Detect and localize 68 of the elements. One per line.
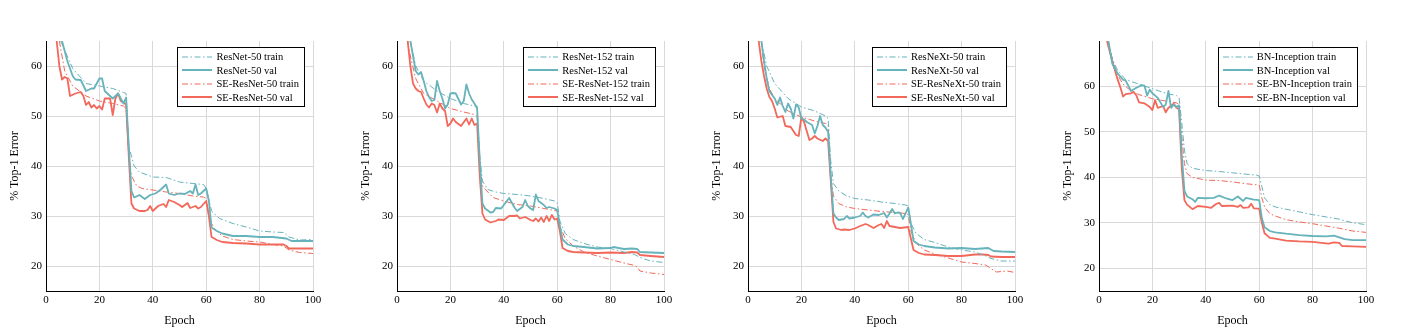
y-tick-label: 20: [382, 258, 394, 271]
y-tick-label: 20: [733, 258, 745, 271]
x-tick-label: 0: [1096, 293, 1103, 306]
x-tick-label: 100: [304, 293, 322, 306]
y-tick-label: 40: [31, 158, 43, 171]
x-tick-label: 80: [1307, 293, 1319, 306]
x-tick-label: 60: [200, 293, 213, 306]
x-tick-label: 40: [1200, 293, 1212, 306]
y-tick-label: 50: [733, 108, 745, 121]
x-tick-label: 100: [655, 293, 673, 306]
x-tick-label: 0: [745, 293, 752, 306]
legend-label: SE-BN-Inception train: [1256, 77, 1352, 91]
legend-label: ResNet-50 val: [216, 63, 277, 77]
y-tick-label: 30: [1084, 215, 1096, 228]
legend-label: SE-ResNet-152 val: [562, 90, 644, 104]
legend-label: ResNet-152 train: [562, 50, 635, 64]
y-tick-label: 60: [31, 58, 43, 71]
y-axis-title: % Top-1 Error: [358, 131, 373, 201]
y-tick-label: 50: [382, 108, 394, 121]
x-tick-label: 60: [551, 293, 564, 306]
legend-label: BN-Inception train: [1256, 50, 1337, 64]
x-tick-label: 40: [147, 293, 159, 306]
legend-label: ResNeXt-50 val: [910, 63, 979, 77]
y-tick-label: 50: [1084, 124, 1096, 137]
y-axis-title: % Top-1 Error: [7, 131, 22, 201]
x-tick-label: 60: [1253, 293, 1266, 306]
x-tick-label: 60: [902, 293, 915, 306]
legend-label: SE-ResNeXt-50 val: [910, 90, 995, 104]
legend-label: ResNet-152 val: [562, 63, 628, 77]
legend-label: ResNet-50 train: [216, 50, 284, 64]
x-tick-label: 80: [254, 293, 266, 306]
legend-label: SE-BN-Inception val: [1256, 90, 1346, 104]
x-tick-label: 100: [1357, 293, 1375, 306]
x-tick-label: 20: [93, 293, 106, 306]
x-tick-label: 40: [849, 293, 861, 306]
y-tick-label: 30: [733, 208, 745, 221]
y-tick-label: 60: [733, 58, 745, 71]
y-axis-title: % Top-1 Error: [709, 131, 724, 201]
x-tick-label: 20: [444, 293, 457, 306]
y-tick-label: 40: [382, 158, 394, 171]
y-tick-label: 30: [31, 208, 43, 221]
x-axis-title: Epoch: [164, 312, 195, 327]
y-tick-label: 60: [382, 58, 394, 71]
y-tick-label: 60: [1084, 79, 1096, 92]
x-axis-title: Epoch: [866, 312, 897, 327]
x-tick-label: 20: [1146, 293, 1159, 306]
y-axis-title: % Top-1 Error: [1060, 131, 1075, 201]
legend-label: SE-ResNeXt-50 train: [910, 77, 1001, 91]
x-tick-label: 20: [795, 293, 808, 306]
legend-label: SE-ResNet-50 train: [216, 77, 299, 91]
legend-label: ResNeXt-50 train: [910, 50, 986, 64]
x-axis-title: Epoch: [1217, 312, 1248, 327]
legend-label: BN-Inception val: [1256, 63, 1330, 77]
legend-label: SE-ResNet-152 train: [562, 77, 650, 91]
x-tick-label: 0: [43, 293, 50, 306]
y-tick-label: 30: [382, 208, 394, 221]
x-tick-label: 40: [498, 293, 510, 306]
x-axis-title: Epoch: [515, 312, 546, 327]
x-tick-label: 0: [394, 293, 401, 306]
x-tick-label: 80: [956, 293, 968, 306]
y-tick-label: 20: [31, 258, 43, 271]
x-tick-label: 80: [605, 293, 617, 306]
y-tick-label: 50: [31, 108, 43, 121]
y-tick-label: 40: [733, 158, 745, 171]
y-tick-label: 20: [1084, 261, 1096, 274]
legend-label: SE-ResNet-50 val: [216, 90, 293, 104]
x-tick-label: 100: [1006, 293, 1024, 306]
y-tick-label: 40: [1084, 170, 1096, 183]
